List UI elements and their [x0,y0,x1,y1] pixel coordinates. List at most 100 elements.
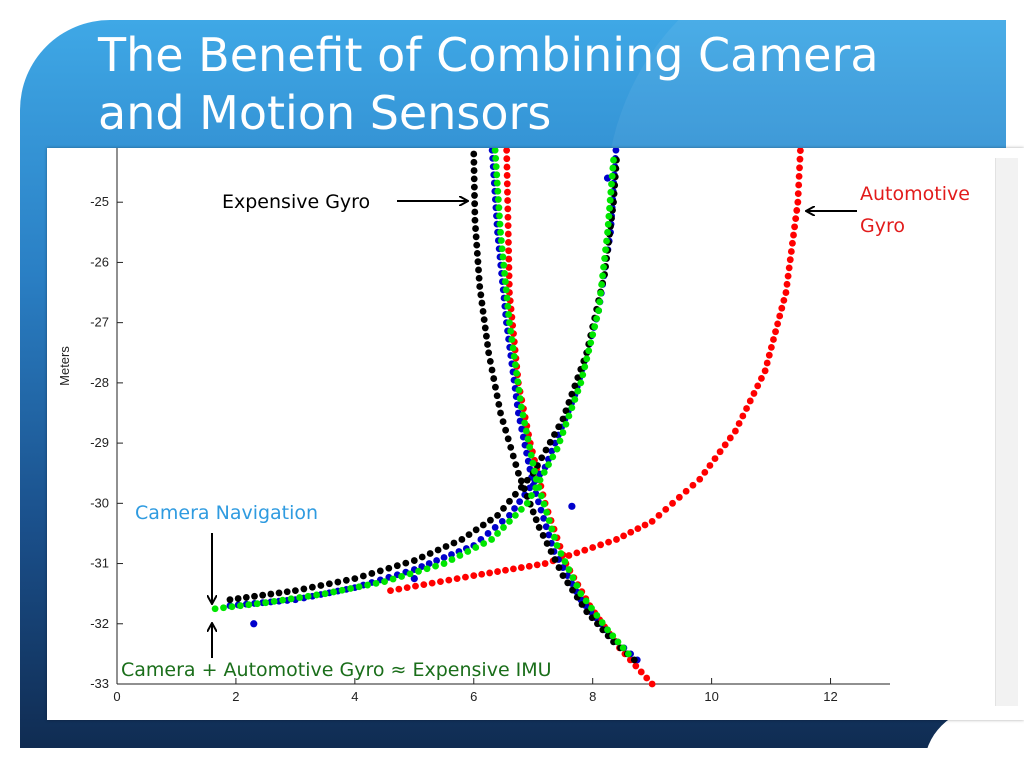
data-point [462,573,469,581]
data-point [754,382,762,390]
data-point [662,505,670,513]
data-point [359,572,367,580]
y-tick-label: -28 [90,375,109,390]
data-point [549,453,557,461]
data-point [465,531,473,539]
data-point [493,179,501,187]
data-point [794,190,802,197]
combined-label: Camera + Automotive Gyro ≈ Expensive IMU [121,659,552,681]
data-point [796,148,804,154]
data-point [495,204,503,212]
data-point [448,556,456,563]
data-point [381,578,388,586]
data-point [750,390,758,397]
data-point [516,395,524,402]
data-point [434,546,442,554]
data-point [505,264,513,271]
data-point [569,586,576,594]
data-point [503,155,511,163]
data-point [610,156,617,164]
data-point [562,407,570,415]
data-point [321,590,329,598]
data-point [604,228,611,236]
data-point [245,601,253,609]
data-point [522,427,530,435]
data-point [565,399,573,406]
data-point [448,551,455,558]
data-point [296,594,304,601]
data-point [497,237,505,244]
data-point [604,220,612,228]
data-point [716,448,724,456]
data-point [470,572,478,579]
data-point [525,562,533,570]
data-point [553,445,561,453]
data-point [787,248,795,255]
data-point [474,258,482,266]
x-tick-label: 6 [470,689,477,704]
y-tick-label: -25 [90,194,109,209]
data-point [528,492,535,499]
data-point [598,619,606,626]
data-point [478,299,486,307]
y-tick-label: -31 [90,556,109,571]
data-point [420,581,428,589]
data-point [772,328,779,336]
data-point [609,164,617,172]
data-point [523,499,531,507]
data-point [585,347,593,355]
side-strip [995,158,1018,706]
data-point [517,477,525,485]
data-point [796,155,804,163]
data-point [632,662,640,670]
data-point [279,596,287,604]
data-point [630,656,638,664]
data-point [597,289,605,297]
data-point [559,429,567,436]
data-point [503,294,511,302]
data-point [402,559,410,567]
data-point [472,544,480,551]
automotive-gyro-label-line1: Automotive [860,183,970,205]
data-point [502,286,510,294]
data-point [564,579,572,587]
data-point [517,564,525,571]
data-point [529,459,537,467]
data-point [637,668,645,676]
data-point [494,187,502,195]
data-point [516,498,524,506]
series-3 [211,148,632,658]
data-point [472,233,480,241]
data-point [504,188,511,196]
data-point [488,536,496,543]
data-point [496,212,503,220]
data-point [495,400,503,408]
data-point [502,566,509,574]
data-point [532,484,540,492]
data-point [494,568,501,575]
series-0 [387,148,804,688]
data-point [571,396,579,403]
data-point [612,148,620,154]
data-point [485,349,493,357]
data-point [604,626,611,634]
data-point [782,289,790,296]
data-point [505,247,513,255]
data-point [418,553,426,561]
data-point [689,481,697,489]
data-point [433,557,441,564]
data-point [506,517,513,525]
data-point [503,172,511,179]
data-point [540,468,548,476]
automotive-gyro-label-line2: Gyro [860,215,905,237]
chart-annotations: Expensive Gyro Automotive Gyro Camera Navig… [121,183,970,681]
data-point [472,526,480,534]
data-point [493,392,501,400]
data-point [283,588,291,596]
data-point [464,548,472,555]
data-point [504,302,512,310]
data-point [557,550,565,557]
data-point [785,264,793,272]
data-point [442,543,450,550]
data-point [790,231,797,239]
